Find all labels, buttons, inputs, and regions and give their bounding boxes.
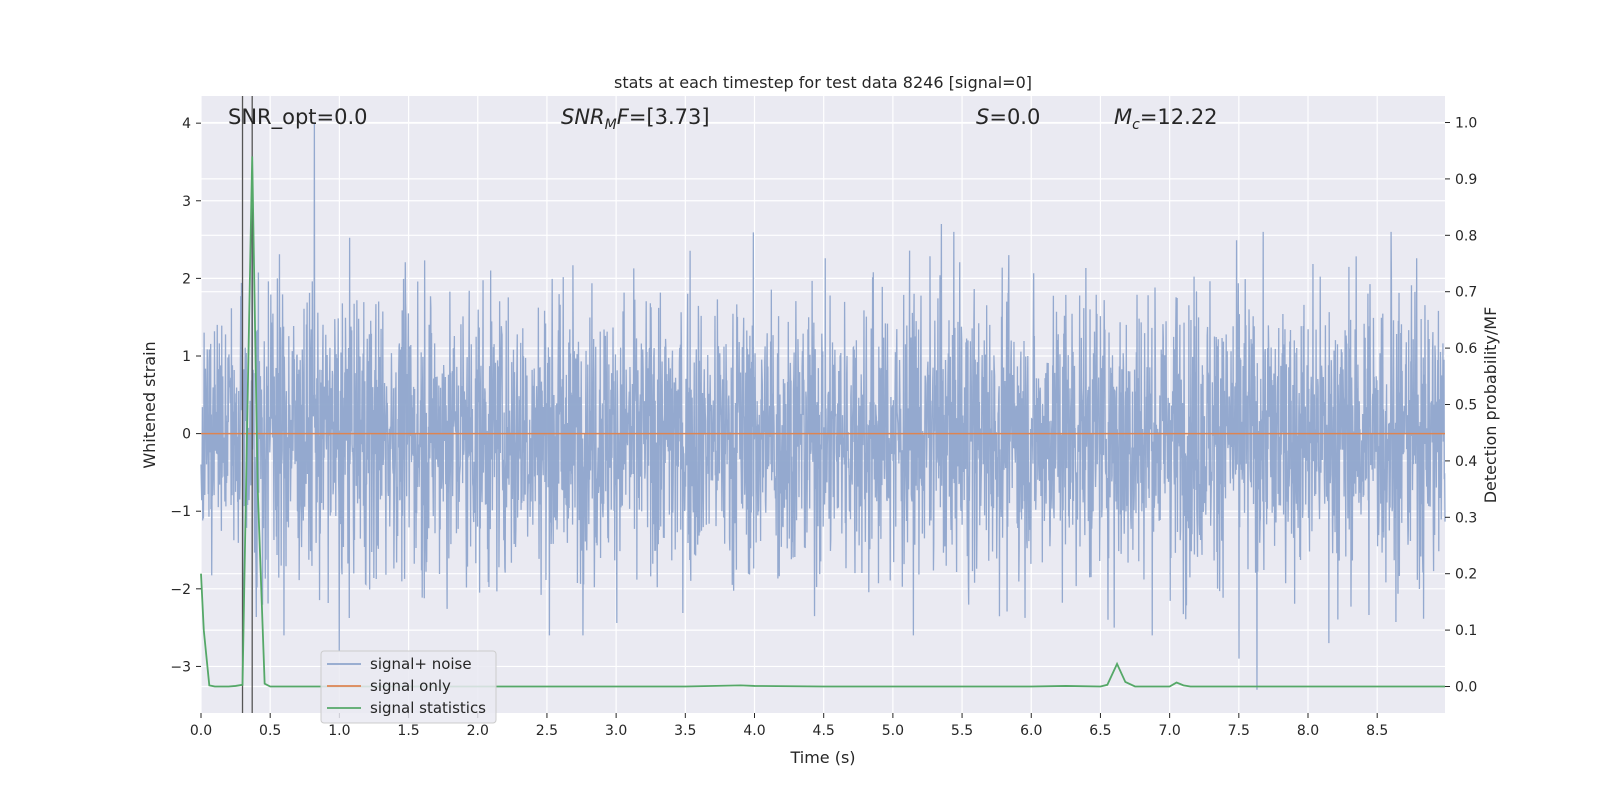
data-layer: [200, 96, 1446, 713]
y-tick-label: 0: [182, 427, 191, 443]
x-tick-label: 3.5: [674, 723, 696, 739]
legend-label-signal-statistics: signal statistics: [370, 699, 486, 717]
y2-tick-label: 0.0: [1455, 679, 1477, 695]
x-tick-label: 5.0: [882, 723, 904, 739]
legend-label-signal-noise: signal+ noise: [370, 655, 472, 673]
y-tick-label: −3: [170, 659, 191, 675]
y2-tick-label: 0.2: [1455, 567, 1477, 583]
y2-tick-label: 0.4: [1455, 454, 1477, 470]
legend-label-signal-only: signal only: [370, 677, 451, 695]
legend-box: [320, 650, 497, 724]
y2-tick-label: 0.6: [1455, 341, 1477, 357]
y-tick-label: −1: [170, 504, 191, 520]
x-tick-label: 4.5: [813, 723, 835, 739]
y2-axis-label: Detection probability/MF: [1481, 307, 1500, 504]
x-tick-label: 0.0: [190, 723, 212, 739]
x-tick-label: 2.5: [536, 723, 558, 739]
chart-title: stats at each timestep for test data 824…: [614, 73, 1032, 92]
x-tick-label: 3.0: [605, 723, 627, 739]
y2-tick-label: 0.8: [1455, 228, 1477, 244]
x-tick-label: 0.5: [259, 723, 281, 739]
x-tick-label: 4.0: [743, 723, 765, 739]
signal-plus-noise-line: [200, 123, 1446, 690]
y2-tick-label: 1.0: [1455, 116, 1477, 132]
y-tick-label: 1: [182, 349, 191, 365]
annotation-snr-mf: SNRMF=[3.73]: [561, 105, 710, 133]
x-tick-label: 2.0: [467, 723, 489, 739]
x-tick-label: 5.5: [951, 723, 973, 739]
y-tick-label: −2: [170, 582, 191, 598]
y-axis-label: Whitened strain: [140, 341, 159, 468]
x-axis-label: Time (s): [789, 748, 855, 767]
y2-tick-label: 0.3: [1455, 510, 1477, 526]
tick-layer: 0.0 0.5 1.0 1.5 2.0 2.5 3.0 3.5 4.0 4.5 5.0 5.5 6.0 6…: [170, 116, 1477, 739]
annotation-snr-opt: SNR_opt=0.0: [228, 105, 368, 130]
y2-tick-label: 0.5: [1455, 398, 1477, 414]
annotation-mc: Mc=12.22: [1114, 105, 1218, 133]
x-tick-label: 6.5: [1089, 723, 1111, 739]
y2-tick-label: 0.1: [1455, 623, 1477, 639]
y2-tick-label: 0.7: [1455, 285, 1477, 301]
x-tick-label: 6.0: [1020, 723, 1042, 739]
x-tick-label: 8.5: [1366, 723, 1388, 739]
legend: signal+ noise signal only signal statist…: [320, 650, 497, 724]
y2-tick-label: 0.9: [1455, 172, 1477, 188]
y-tick-label: 4: [182, 116, 191, 132]
x-tick-label: 1.0: [328, 723, 350, 739]
y-tick-label: 2: [182, 271, 191, 287]
x-tick-label: 7.5: [1228, 723, 1250, 739]
annotation-s: S=0.0: [976, 105, 1040, 129]
x-tick-label: 7.0: [1158, 723, 1180, 739]
x-tick-label: 1.5: [397, 723, 419, 739]
y-tick-label: 3: [182, 194, 191, 210]
signal-statistics-line: [200, 156, 1445, 688]
x-tick-label: 8.0: [1297, 723, 1319, 739]
